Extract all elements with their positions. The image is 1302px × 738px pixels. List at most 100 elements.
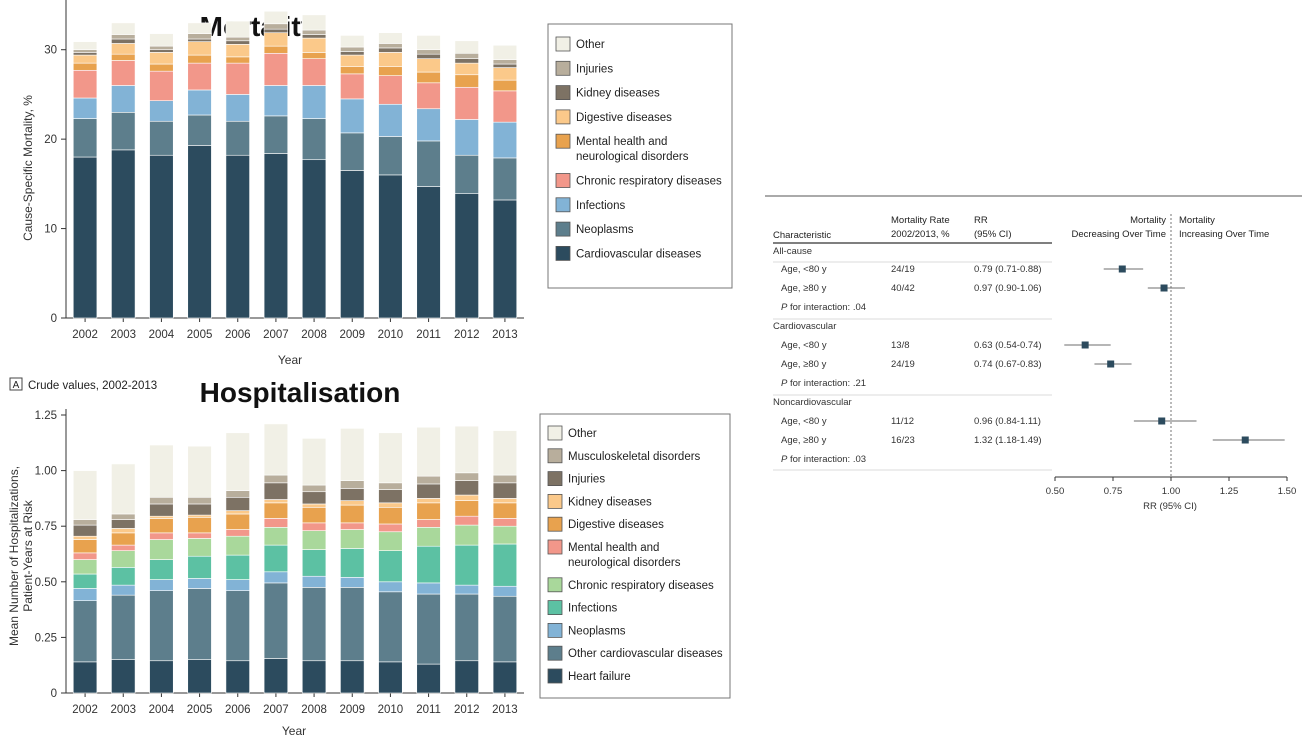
bar-segment bbox=[72, 41, 98, 51]
y-tick-label: 0 bbox=[51, 688, 57, 700]
bar-segment bbox=[340, 480, 365, 489]
x-tick-label: 2011 bbox=[416, 704, 441, 716]
bar-segment bbox=[378, 591, 403, 663]
bar-segment bbox=[454, 593, 479, 662]
bar-segment bbox=[301, 52, 327, 59]
forest-group-label: Cardiovascular bbox=[773, 321, 836, 332]
bar-segment bbox=[72, 539, 98, 554]
legend-label: neurological disorders bbox=[576, 151, 689, 163]
bar-segment bbox=[225, 590, 250, 662]
bar-segment bbox=[149, 444, 174, 498]
legend-swatch bbox=[547, 493, 563, 509]
bar-segment bbox=[72, 535, 98, 540]
legend-label: Infections bbox=[576, 200, 625, 212]
panel-caption: A Crude values, 2002-2013 bbox=[9, 377, 157, 392]
bar-segment bbox=[225, 554, 250, 580]
forest-point bbox=[1160, 284, 1168, 292]
x-tick-label: 2012 bbox=[454, 329, 480, 341]
bar-segment bbox=[187, 532, 212, 539]
bar-segment bbox=[72, 54, 98, 64]
bar-segment bbox=[225, 120, 250, 156]
bar-segment bbox=[187, 22, 212, 34]
bar-segment bbox=[301, 37, 327, 53]
bar-segment bbox=[111, 463, 136, 515]
bar-segment bbox=[492, 430, 518, 476]
interaction-text: for interaction: .21 bbox=[787, 378, 866, 389]
forest-header-rate-2: 2002/2013, % bbox=[891, 229, 950, 240]
bar-segment bbox=[263, 23, 289, 30]
bar-segment bbox=[187, 114, 212, 146]
bar-segment bbox=[454, 524, 479, 546]
forest-header-right-1: Mortality bbox=[1179, 215, 1215, 226]
forest-header-rate-1: Mortality Rate bbox=[891, 215, 950, 226]
y-tick-label: 30 bbox=[44, 45, 57, 57]
bar-segment bbox=[416, 663, 441, 694]
bar-segment bbox=[225, 529, 250, 537]
bar-segment bbox=[454, 62, 479, 76]
bar-segment bbox=[301, 491, 327, 505]
bar-segment bbox=[187, 517, 212, 534]
forest-row-rr: 0.79 (0.71-0.88) bbox=[974, 264, 1042, 275]
x-tick-label: 2002 bbox=[72, 329, 98, 341]
bar-segment bbox=[263, 582, 289, 659]
forest-interaction-note: P for interaction: .03 bbox=[781, 454, 866, 465]
bar-segment bbox=[263, 423, 289, 476]
bar-segment bbox=[225, 432, 250, 491]
legend-label: Injuries bbox=[568, 474, 605, 486]
bar-segment bbox=[340, 504, 365, 524]
bar-segment bbox=[454, 154, 479, 194]
bar-segment bbox=[111, 528, 136, 534]
interaction-text: for interaction: .03 bbox=[787, 454, 866, 465]
legend-swatch bbox=[555, 60, 571, 76]
bar-segment bbox=[187, 514, 212, 518]
forest-group-label: All-cause bbox=[773, 246, 812, 257]
bar-segment bbox=[72, 69, 98, 99]
bar-segment bbox=[72, 470, 98, 520]
bar-segment bbox=[340, 660, 365, 694]
forest-header-right-2: Increasing Over Time bbox=[1179, 229, 1269, 240]
bar-segment bbox=[492, 543, 518, 587]
bar-segment bbox=[492, 498, 518, 504]
bar-segment bbox=[149, 45, 174, 51]
bar-segment bbox=[492, 90, 518, 123]
bar-segment bbox=[378, 482, 403, 490]
bar-segment bbox=[454, 472, 479, 481]
bar-segment bbox=[149, 660, 174, 694]
bar-segment bbox=[378, 550, 403, 583]
legend-label: Kidney diseases bbox=[568, 496, 652, 508]
legend-box bbox=[547, 23, 733, 289]
legend-box bbox=[539, 413, 731, 699]
bar-segment bbox=[225, 36, 250, 42]
bar-segment bbox=[149, 52, 174, 65]
legend-label: Digestive diseases bbox=[576, 112, 672, 124]
bar-segment bbox=[111, 550, 136, 568]
forest-row-label: Age, <80 y bbox=[781, 340, 827, 351]
bar-segment bbox=[72, 97, 98, 119]
legend-swatch bbox=[547, 448, 563, 464]
legend-swatch bbox=[555, 245, 571, 261]
y-tick-label: 1.00 bbox=[35, 466, 57, 478]
bar-segment bbox=[225, 44, 250, 58]
hospitalisation-ylabel-line1: Mean Number of Hospitalizations, bbox=[7, 466, 21, 646]
legend-swatch bbox=[547, 623, 563, 638]
bar-segment bbox=[187, 538, 212, 557]
forest-header-left-2: Decreasing Over Time bbox=[1071, 229, 1166, 240]
forest-point bbox=[1241, 436, 1249, 444]
x-tick-label: 2007 bbox=[263, 329, 289, 341]
bar-segment bbox=[225, 579, 250, 591]
bar-segment bbox=[301, 85, 327, 119]
bar-segment bbox=[378, 43, 403, 49]
bar-segment bbox=[187, 38, 212, 42]
bar-segment bbox=[492, 121, 518, 159]
legend-swatch bbox=[547, 668, 563, 684]
bar-segment bbox=[416, 426, 441, 477]
hospitalisation-legend: Other Musculoskeletal disorders Injuries Ki… bbox=[539, 413, 731, 699]
legend-swatch bbox=[547, 516, 563, 532]
bar-segment bbox=[492, 59, 518, 65]
bar-segment bbox=[416, 58, 441, 73]
bar-segment bbox=[378, 432, 403, 484]
legend-swatch bbox=[555, 133, 571, 149]
forest-plot: Characteristic Mortality Rate 2002/2013,… bbox=[765, 195, 1302, 512]
bar-segment bbox=[263, 10, 289, 25]
